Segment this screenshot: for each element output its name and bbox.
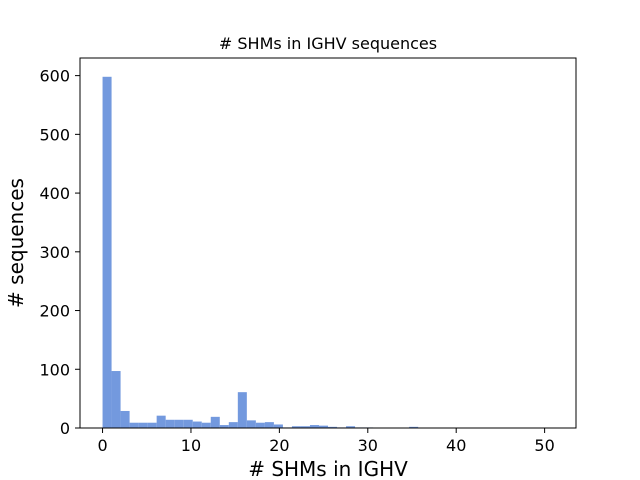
histogram-bar — [111, 371, 121, 428]
x-tick-label: 20 — [269, 436, 289, 455]
axes-frame — [79, 57, 577, 429]
histogram-bar — [328, 426, 338, 428]
bars-group — [102, 76, 419, 428]
histogram-bar — [346, 426, 356, 428]
histogram-bar — [228, 422, 238, 428]
y-tick-label: 100 — [39, 360, 70, 379]
histogram-bar — [102, 76, 112, 428]
x-tick-label: 40 — [446, 436, 466, 455]
x-tick-label: 0 — [97, 436, 107, 455]
histogram-bar — [255, 422, 265, 428]
x-tick-label: 10 — [181, 436, 201, 455]
histogram-bar — [219, 425, 229, 428]
histogram-bar — [291, 426, 301, 428]
x-tick-label: 50 — [534, 436, 554, 455]
histogram-bar — [210, 416, 220, 428]
y-tick-label: 500 — [39, 125, 70, 144]
histogram-bar — [192, 421, 202, 428]
chart-title: # SHMs in IGHV sequences — [219, 34, 437, 53]
x-axis-label: # SHMs in IGHV — [248, 457, 408, 480]
histogram-bar — [174, 419, 184, 428]
y-ticks-group: 0 100 200 300 400 500 600 — [39, 67, 80, 438]
histogram-bar — [120, 410, 130, 428]
histogram-bar — [273, 424, 283, 428]
histogram-bar — [129, 422, 139, 428]
histogram-bar — [183, 419, 193, 428]
histogram-bar — [165, 419, 175, 428]
y-tick-label: 600 — [39, 67, 70, 86]
y-tick-label: 0 — [60, 419, 70, 438]
histogram-bar — [147, 422, 157, 428]
histogram-bar — [237, 392, 247, 428]
histogram-bar — [201, 422, 211, 428]
y-tick-label: 400 — [39, 184, 70, 203]
histogram-bar — [309, 425, 319, 428]
histogram-bar — [138, 422, 148, 428]
histogram-bar — [156, 415, 166, 428]
x-tick-label: 30 — [358, 436, 378, 455]
histogram-bar — [409, 426, 419, 428]
y-tick-label: 300 — [39, 243, 70, 262]
histogram-bar — [300, 426, 310, 428]
histogram-bar — [264, 422, 274, 428]
histogram-bar — [318, 425, 328, 428]
x-ticks-group: 0 10 20 30 40 50 — [97, 428, 555, 455]
y-tick-label: 200 — [39, 302, 70, 321]
histogram-bar — [246, 420, 256, 428]
y-axis-label: # sequences — [4, 178, 28, 308]
